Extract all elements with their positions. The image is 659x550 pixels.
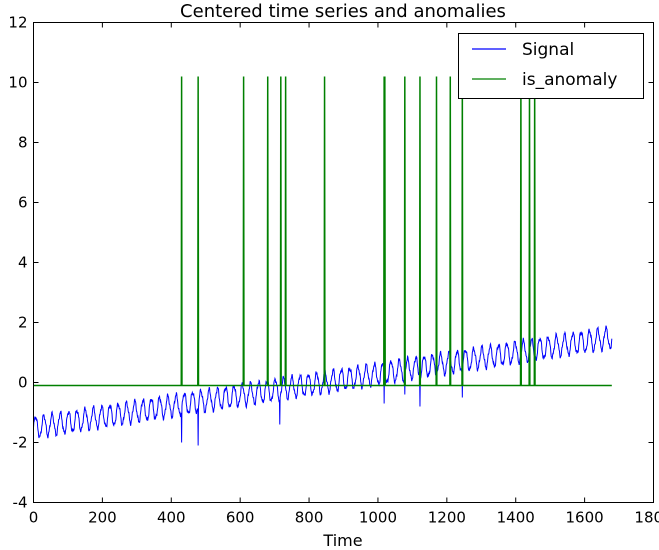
y-tick-label: 8 (18, 134, 28, 152)
x-axis-label: Time (322, 531, 362, 550)
legend-label-signal: Signal (522, 40, 574, 60)
x-tick-label: 1800 (634, 509, 659, 527)
series-signal-line (33, 325, 613, 446)
x-tick-label: 200 (88, 509, 117, 527)
y-tick-label: 4 (18, 254, 28, 272)
y-tick-label: 10 (8, 74, 27, 92)
x-tick-label: 1600 (566, 509, 604, 527)
y-tick-label: 12 (8, 14, 27, 32)
series-is-anomaly-line (33, 76, 612, 387)
x-axis: 0 200 400 600 800 1000 1200 1400 1600 1800 (29, 22, 659, 527)
legend-box (458, 33, 644, 99)
y-tick-label: -2 (13, 434, 28, 452)
x-tick-label: 800 (295, 509, 324, 527)
y-axis: -4 -2 0 2 4 6 8 10 12 (8, 14, 654, 512)
x-tick-label: 600 (226, 509, 255, 527)
legend: Signal is_anomaly (458, 33, 644, 99)
legend-label-is-anomaly: is_anomaly (522, 70, 617, 90)
chart-title: Centered time series and anomalies (180, 1, 506, 22)
y-tick-label: 0 (18, 374, 28, 392)
x-tick-label: 1200 (428, 509, 466, 527)
y-tick-label: 2 (18, 314, 28, 332)
x-tick-label: 1000 (359, 509, 397, 527)
x-tick-label: 1400 (497, 509, 535, 527)
y-tick-label: -4 (13, 494, 28, 512)
y-tick-label: 6 (18, 194, 28, 212)
x-tick-label: 0 (29, 509, 39, 527)
plot-area (33, 76, 613, 446)
x-tick-label: 400 (157, 509, 186, 527)
